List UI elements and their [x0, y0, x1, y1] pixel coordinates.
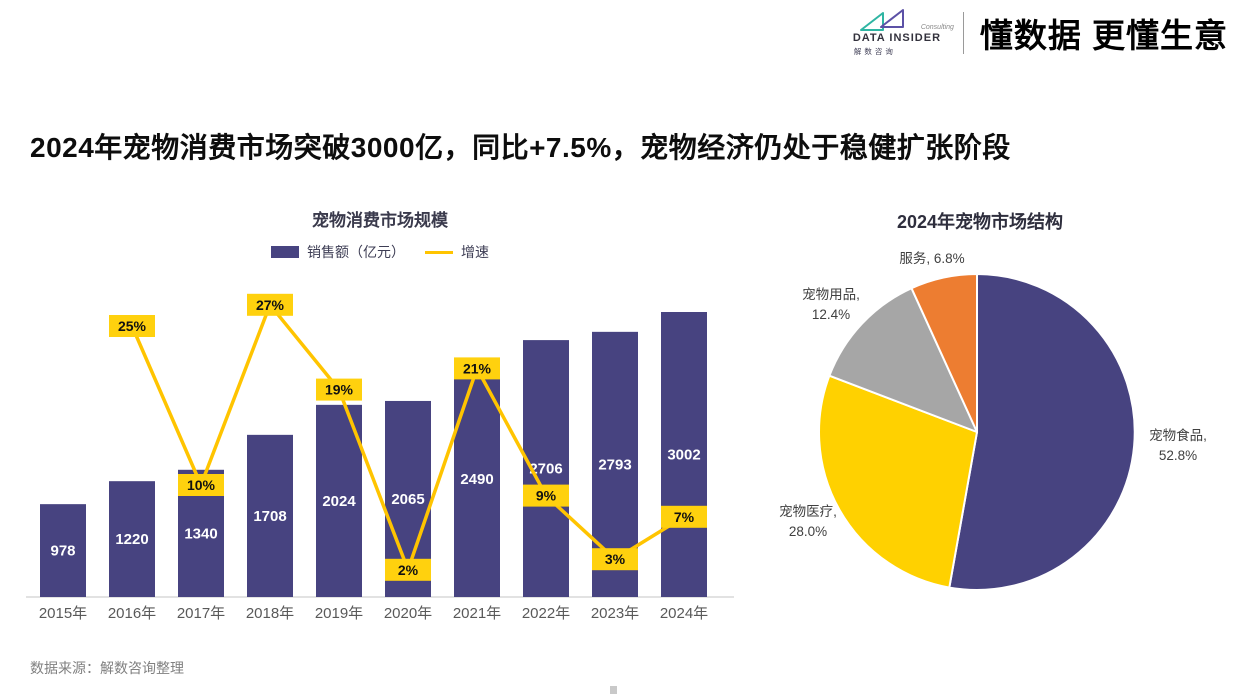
bar-chart-title: 宠物消费市场规模: [312, 211, 448, 230]
scrollbar-thumb[interactable]: [610, 686, 617, 694]
brand-block: Consulting DATA INSIDER 解数咨询: [852, 8, 954, 58]
pie-slice-label: 宠物食品,: [1149, 427, 1207, 443]
pie-slice-label: 52.8%: [1159, 448, 1197, 463]
pie-slice-label: 服务, 6.8%: [899, 251, 964, 266]
x-axis-label: 2016年: [108, 605, 156, 622]
bar-2018年: [247, 434, 293, 597]
growth-label: 27%: [256, 297, 285, 313]
growth-label-box: [385, 558, 431, 581]
x-axis-label: 2020年: [384, 605, 432, 622]
pie-slice-label: 12.4%: [812, 307, 850, 322]
pie-slice-宠物食品: [948, 273, 1136, 591]
bar-value-label: 2793: [598, 456, 631, 473]
bar-2019年: [316, 404, 362, 597]
growth-label: 21%: [463, 360, 492, 376]
header: Consulting DATA INSIDER 解数咨询 懂数据 更懂生意: [853, 8, 1228, 58]
growth-label-box: [523, 484, 569, 507]
bar-value-label: 1220: [115, 531, 148, 548]
growth-label: 3%: [605, 551, 626, 567]
growth-label: 19%: [325, 382, 354, 398]
growth-label-box: [316, 378, 362, 401]
growth-label-box: [247, 293, 293, 316]
bar-value-label: 2065: [391, 491, 424, 508]
x-axis-label: 2017年: [177, 605, 225, 622]
brand-name: DATA INSIDER: [852, 32, 942, 44]
pie-chart: 宠物食品, 52.8% 宠物医疗, 28.0% 宠物用品, 12.4% 服务, 6.8%: [779, 251, 1207, 591]
brand-tagline: 懂数据 更懂生意: [979, 17, 1228, 54]
bar-value-label: 3002: [667, 447, 700, 464]
header-divider: [962, 12, 964, 54]
pie-slice-服务: [910, 272, 978, 433]
bar-value-label: 1708: [253, 508, 286, 525]
pie-slice-label: 宠物用品,: [802, 287, 860, 302]
growth-label: 9%: [536, 488, 557, 504]
x-axis-label: 2019年: [315, 605, 363, 622]
data-insider-logo-icon: [859, 9, 904, 31]
legend-bar-swatch: [271, 246, 299, 258]
x-axis-label: 2021年: [453, 605, 501, 622]
x-axis-label: 2024年: [660, 605, 708, 622]
bar-chart-legend: 销售额（亿元） 增速: [20, 242, 740, 262]
bar-value-label: 1340: [184, 525, 217, 542]
growth-label-box: [661, 505, 707, 528]
bar-line-combo-chart: 978 2015年 1220 2016年 1340 2017年 1708 2018年 2024 2…: [26, 293, 734, 622]
brand-consulting-label: Consulting: [920, 24, 954, 31]
bar-value-label: 2706: [529, 461, 562, 478]
growth-label: 10%: [187, 477, 216, 493]
legend-bar-label: 销售额（亿元）: [307, 244, 405, 260]
x-axis-label: 2015年: [39, 605, 87, 622]
brand-chinese-name: 解数咨询: [853, 47, 896, 56]
pie-slice-宠物医疗: [818, 374, 978, 589]
source-note: 数据来源：解数咨询整理: [30, 660, 184, 676]
growth-label: 2%: [398, 562, 419, 578]
bar-2015年: [40, 504, 86, 597]
bar-2016年: [109, 481, 155, 597]
bar-value-label: 2024: [322, 493, 356, 510]
bar-2024年: [661, 312, 707, 597]
growth-label-box: [109, 315, 155, 337]
growth-label-box: [592, 548, 638, 571]
bar-value-label: 978: [50, 543, 75, 560]
bar-value-label: 2490: [460, 471, 493, 488]
growth-label: 25%: [118, 318, 147, 334]
x-axis-label: 2022年: [522, 605, 570, 622]
growth-label-box: [178, 474, 224, 496]
pie-slice-宠物用品: [828, 287, 978, 433]
legend-line-swatch: [425, 250, 453, 254]
pie-chart-title: 2024年宠物市场结构: [896, 212, 1064, 232]
pie-slice-label: 宠物医疗,: [779, 504, 837, 519]
growth-label-box: [454, 357, 500, 380]
page-title: 2024年宠物消费市场突破3000亿，同比+7.5%，宠物经济仍处于稳健扩张阶段: [30, 132, 1011, 163]
x-axis-label: 2023年: [591, 605, 639, 622]
pie-slice-label: 28.0%: [789, 524, 827, 539]
legend-line-label: 增速: [461, 244, 489, 260]
growth-label: 7%: [674, 509, 695, 525]
x-axis-label: 2018年: [246, 605, 294, 622]
